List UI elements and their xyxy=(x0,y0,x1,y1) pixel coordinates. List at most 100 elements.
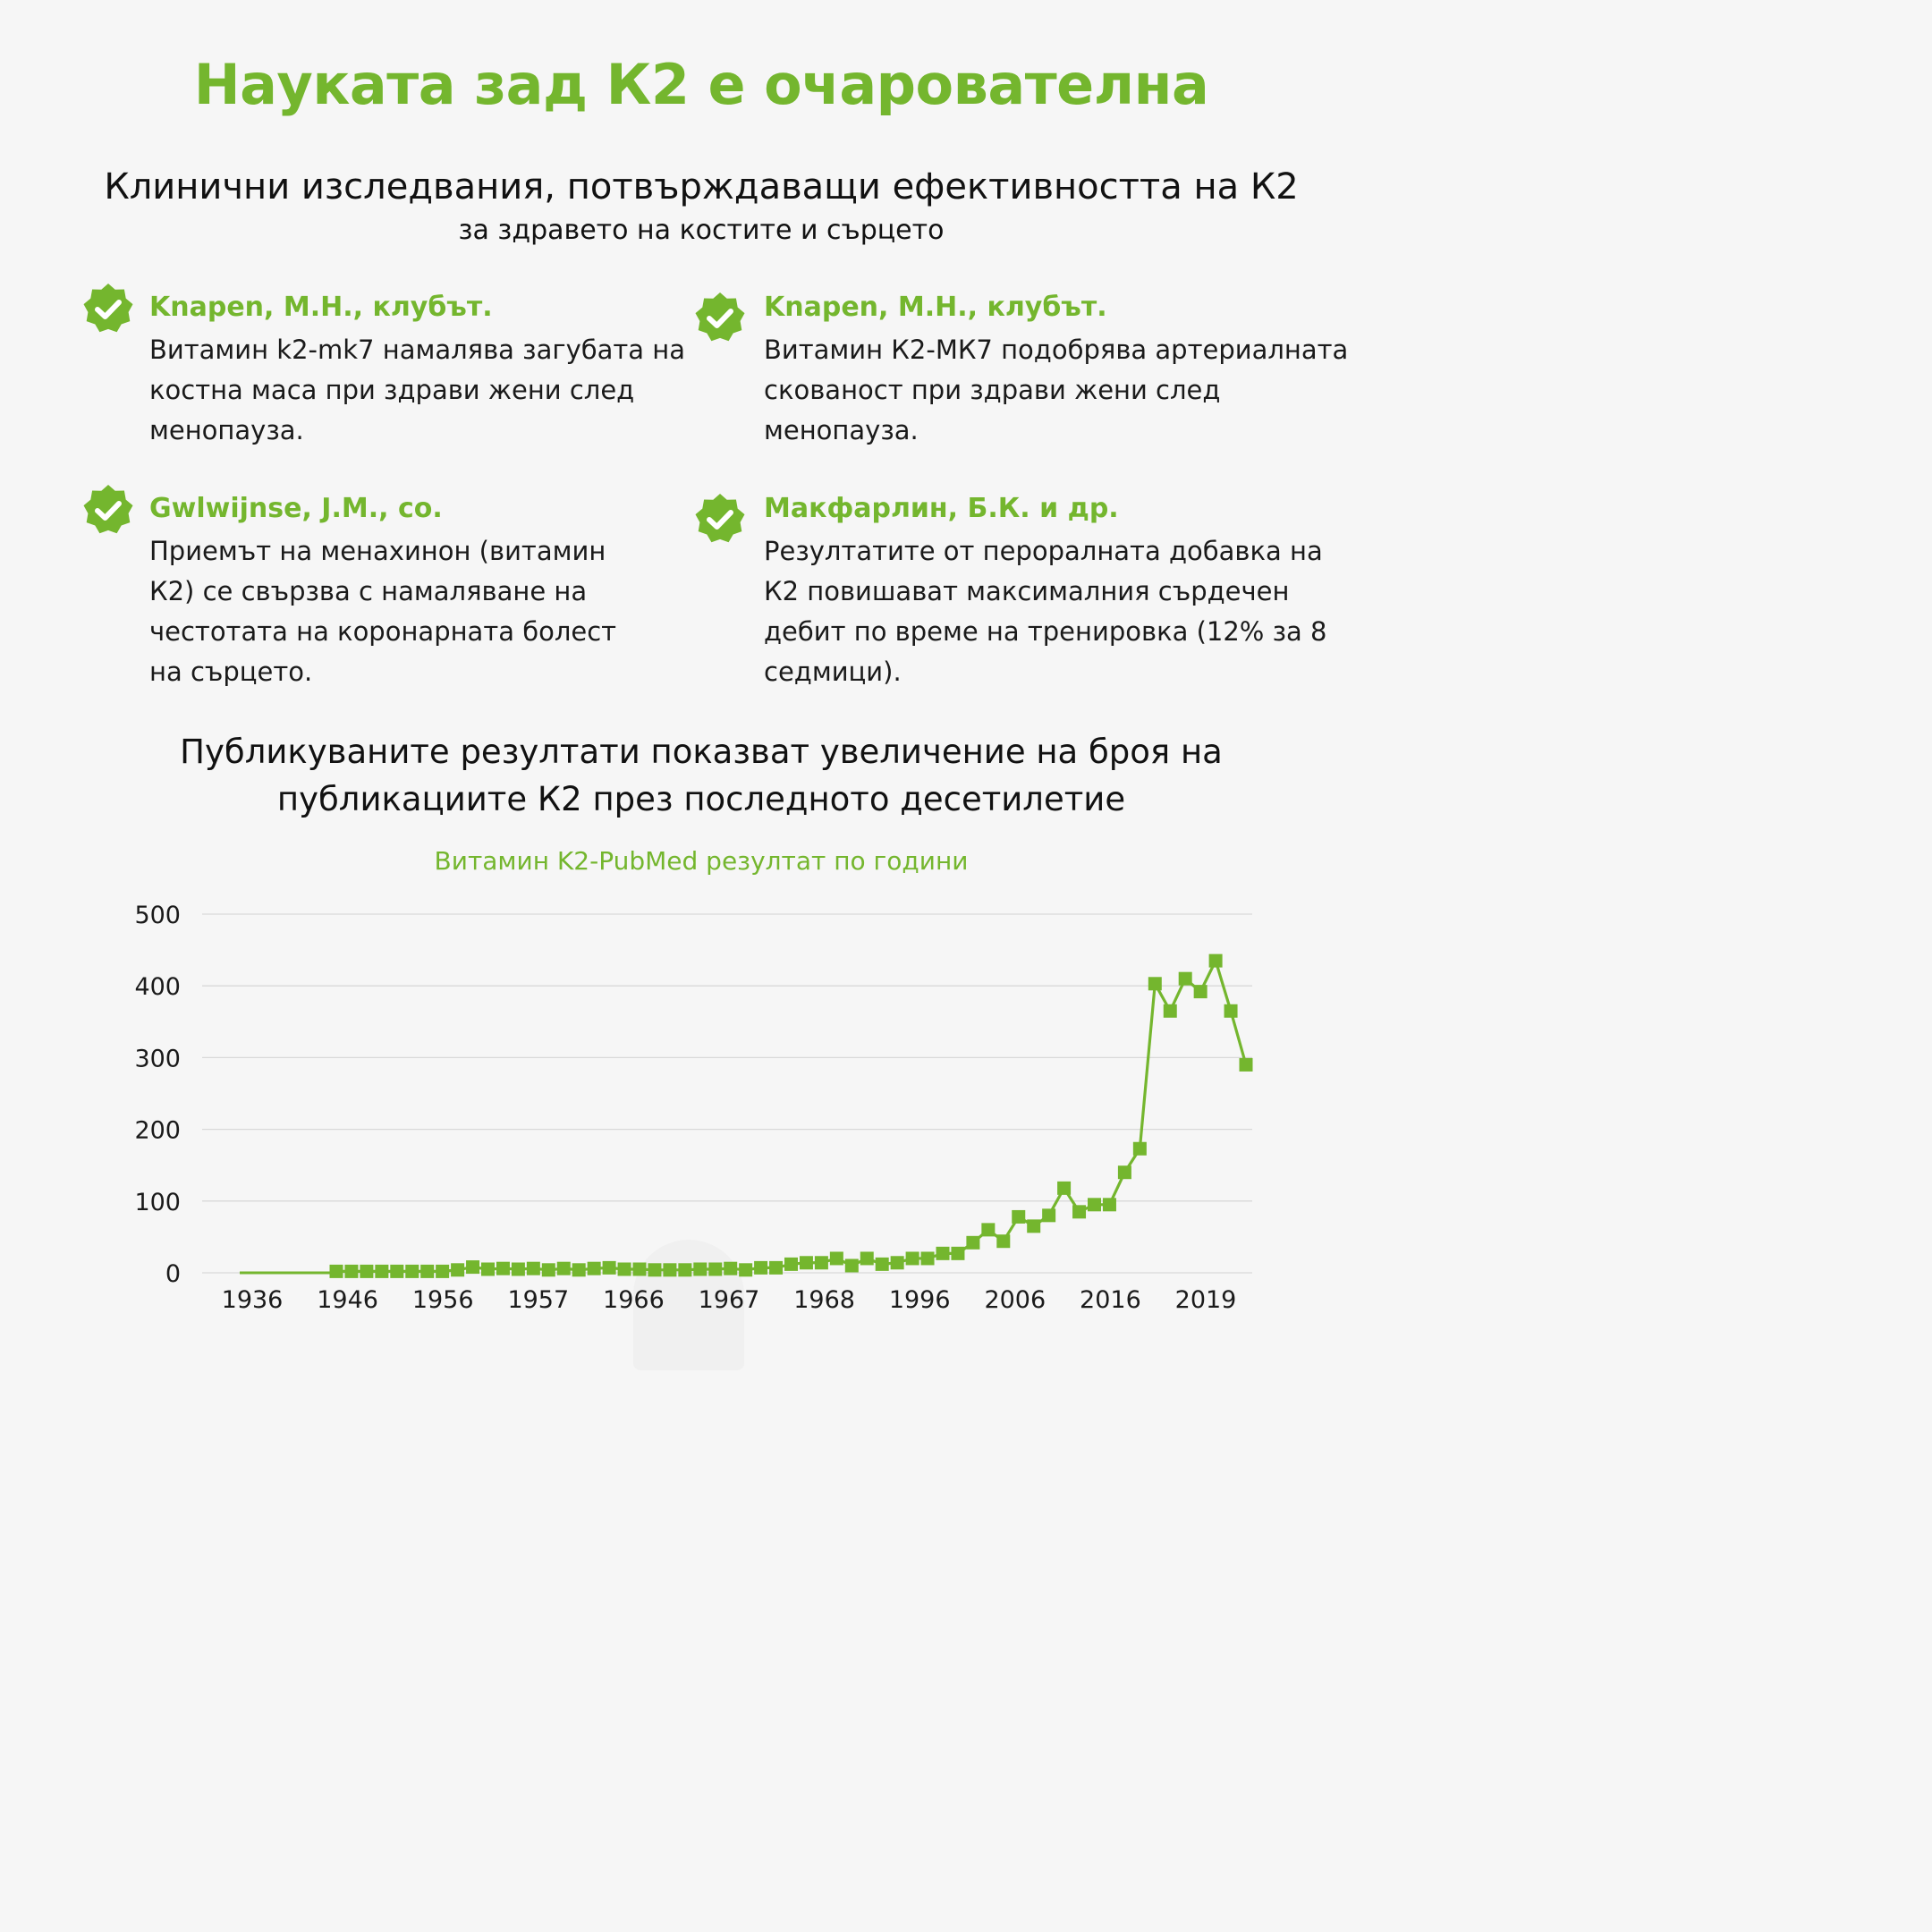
data-point xyxy=(951,1246,965,1260)
y-tick-label: 500 xyxy=(134,902,181,929)
data-point xyxy=(390,1264,404,1278)
section-subtitle: Клинични изследвания, потвърждаващи ефек… xyxy=(104,166,1299,208)
y-tick-label: 300 xyxy=(134,1045,181,1072)
x-tick-label: 1968 xyxy=(793,1286,855,1314)
data-point xyxy=(481,1262,495,1276)
watermark-logo xyxy=(633,1240,744,1370)
study-author: Knapen, M.H., клубът. xyxy=(764,292,1107,323)
study-text: Резултатите от пероралната добавка на К2… xyxy=(764,536,1327,687)
publications-heading-text: Публикуваните резултати показват увеличе… xyxy=(180,733,1223,818)
data-point xyxy=(556,1261,571,1275)
data-point xyxy=(541,1263,555,1277)
check-badge-icon xyxy=(695,292,745,342)
data-point xyxy=(375,1264,389,1278)
data-point xyxy=(526,1261,540,1275)
data-point xyxy=(1208,953,1223,968)
data-point xyxy=(420,1264,435,1278)
data-point xyxy=(784,1257,798,1271)
data-point xyxy=(511,1262,525,1276)
data-point xyxy=(572,1263,586,1277)
data-point xyxy=(875,1257,889,1271)
check-badge-icon xyxy=(83,485,133,534)
data-point xyxy=(739,1263,753,1277)
data-point xyxy=(496,1261,510,1275)
data-point xyxy=(617,1262,631,1276)
x-tick-label: 1946 xyxy=(317,1286,378,1314)
page-title: Науката зад К2 е очарователна xyxy=(193,52,1209,117)
data-point xyxy=(1088,1198,1101,1212)
data-point xyxy=(405,1264,419,1278)
data-point xyxy=(1224,1004,1238,1018)
data-point xyxy=(890,1256,904,1270)
data-point xyxy=(981,1223,996,1237)
study-author: Макфарлин, Б.К. и др. xyxy=(764,493,1119,524)
data-point xyxy=(1102,1198,1116,1212)
data-point xyxy=(920,1251,935,1266)
y-tick-label: 100 xyxy=(134,1189,181,1216)
x-tick-label: 1956 xyxy=(412,1286,474,1314)
data-point xyxy=(1148,977,1162,991)
data-point xyxy=(1072,1205,1087,1219)
check-badge-icon xyxy=(83,284,133,333)
data-point xyxy=(360,1264,374,1278)
data-point xyxy=(587,1261,601,1275)
data-point xyxy=(799,1256,813,1270)
data-point xyxy=(996,1234,1011,1249)
study-text: Витамин k2-mk7 намалява загубата на кост… xyxy=(149,335,686,445)
y-tick-label: 200 xyxy=(134,1117,181,1145)
data-point xyxy=(451,1263,465,1277)
data-point xyxy=(844,1258,859,1273)
study-author: Gwlwijnse, J.M., co. xyxy=(149,493,443,524)
study-text: Приемът на менахинон (витамин К2) се свъ… xyxy=(149,536,617,687)
data-point xyxy=(905,1251,919,1266)
check-badge-icon xyxy=(695,494,745,543)
data-point xyxy=(678,1263,692,1277)
data-point xyxy=(966,1235,980,1250)
x-tick-label: 2019 xyxy=(1175,1286,1237,1314)
data-point xyxy=(648,1263,662,1277)
data-point xyxy=(1193,985,1208,999)
data-point xyxy=(1132,1141,1147,1156)
data-point xyxy=(1178,971,1192,986)
data-point xyxy=(344,1264,359,1278)
data-point xyxy=(1027,1219,1041,1233)
x-tick-label: 1936 xyxy=(222,1286,284,1314)
data-point xyxy=(693,1262,708,1276)
section-subtitle-secondary: за здравето на костите и сърцето xyxy=(458,215,945,246)
data-point xyxy=(829,1251,843,1266)
chart-title: Витамин K2-PubMed резултат по години xyxy=(435,846,969,876)
x-tick-label: 2016 xyxy=(1080,1286,1141,1314)
y-tick-label: 400 xyxy=(134,973,181,1001)
data-point xyxy=(1057,1181,1072,1195)
study-author: Knapen, M.H., клубът. xyxy=(149,292,493,323)
data-point xyxy=(1012,1209,1026,1224)
x-tick-label: 2006 xyxy=(984,1286,1046,1314)
x-tick-label: 1996 xyxy=(889,1286,951,1314)
data-point xyxy=(724,1261,738,1275)
x-tick-label: 1957 xyxy=(507,1286,569,1314)
data-point xyxy=(329,1264,343,1278)
data-point xyxy=(1117,1165,1131,1180)
pubmed-line-chart: Витамин K2-PubMed резултат по години 0 10… xyxy=(134,846,1253,1314)
data-point xyxy=(663,1263,677,1277)
series-line xyxy=(336,959,1248,1273)
pubmed-chart: Витамин K2-PubMed резултат по години 0 10… xyxy=(0,832,1402,1368)
data-point xyxy=(769,1260,784,1275)
x-tick-label: 1966 xyxy=(603,1286,665,1314)
data-point xyxy=(602,1260,616,1275)
data-point xyxy=(814,1256,828,1270)
data-point xyxy=(466,1260,480,1275)
data-point xyxy=(754,1260,768,1275)
data-point xyxy=(860,1251,874,1266)
data-point xyxy=(1163,1004,1177,1018)
data-point xyxy=(708,1262,723,1276)
publications-heading: Публикуваните резултати показват увеличе… xyxy=(0,728,1402,823)
data-point xyxy=(1042,1208,1056,1223)
data-point xyxy=(436,1264,450,1278)
data-point xyxy=(632,1262,647,1276)
y-tick-label: 0 xyxy=(165,1260,181,1288)
data-point xyxy=(936,1246,950,1260)
x-tick-label: 1967 xyxy=(699,1286,760,1314)
study-text: Витамин К2-МК7 подобрява артериалната ск… xyxy=(764,335,1349,445)
data-point xyxy=(1239,1057,1253,1072)
